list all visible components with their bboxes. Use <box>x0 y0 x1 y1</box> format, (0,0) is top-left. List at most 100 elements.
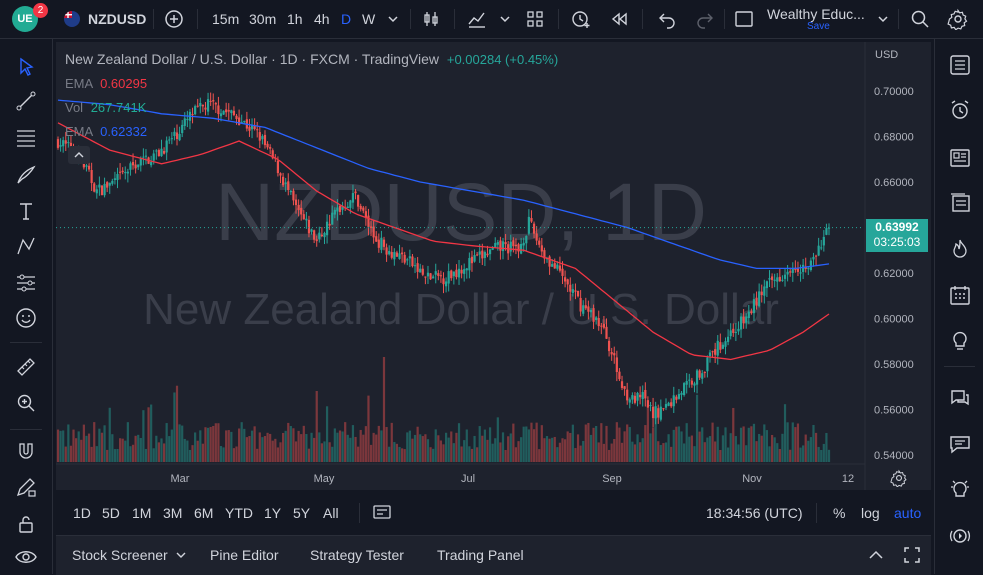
layout-icon[interactable] <box>733 8 755 30</box>
indicators-icon[interactable] <box>466 8 488 30</box>
hotlist-fire-icon[interactable] <box>948 237 972 261</box>
candle-body <box>457 268 461 278</box>
ema-fast-label[interactable]: EMA <box>65 76 93 91</box>
range-5d[interactable]: 5D <box>102 505 120 521</box>
chevron-down-icon[interactable] <box>872 8 894 30</box>
candle-body <box>654 406 657 419</box>
undo-icon[interactable] <box>656 8 678 30</box>
maximize-icon[interactable] <box>902 545 922 565</box>
candle-body <box>525 235 528 244</box>
chevron-up-icon[interactable] <box>866 546 886 564</box>
ema-slow-label[interactable]: EMA <box>65 124 93 139</box>
broadcast-icon[interactable] <box>948 524 972 548</box>
chart-pane[interactable]: NZDUSD, 1D New Zealand Dollar / U.S. Dol… <box>56 42 931 490</box>
interval-d[interactable]: D <box>341 11 352 27</box>
range-1d[interactable]: 1D <box>73 505 91 521</box>
cursor-icon[interactable] <box>14 55 38 79</box>
forecast-icon[interactable] <box>14 271 38 295</box>
candle-body <box>320 234 323 237</box>
percent-toggle[interactable]: % <box>833 505 846 521</box>
range-1y[interactable]: 1Y <box>264 505 282 521</box>
log-toggle[interactable]: log <box>861 505 880 521</box>
collapse-legend-button[interactable] <box>68 146 90 164</box>
volume-bar <box>297 430 300 462</box>
interval-w[interactable]: W <box>362 11 376 27</box>
search-icon[interactable] <box>909 8 931 30</box>
pencil-lock-icon[interactable] <box>14 475 38 499</box>
alarm-clock-icon[interactable] <box>948 98 972 122</box>
interval-30m[interactable]: 30m <box>249 11 277 27</box>
volume-bar <box>662 443 665 462</box>
price-chart[interactable]: NZDUSD, 1D New Zealand Dollar / U.S. Dol… <box>56 42 931 490</box>
streams-icon[interactable] <box>948 478 972 502</box>
templates-icon[interactable] <box>524 8 546 30</box>
currency-selector[interactable]: USD <box>875 49 899 61</box>
gear-icon[interactable] <box>947 8 969 30</box>
eye-icon[interactable] <box>14 545 38 569</box>
replay-icon[interactable] <box>608 8 630 30</box>
tab-trading-panel[interactable]: Trading Panel <box>437 547 524 563</box>
volume-bar <box>527 429 530 462</box>
text-icon[interactable] <box>14 199 38 223</box>
settings-gear-icon[interactable] <box>890 469 908 487</box>
candle-body <box>442 278 445 285</box>
pattern-icon[interactable] <box>14 234 38 258</box>
save-label[interactable]: Save <box>807 21 830 32</box>
volume-bar <box>292 428 295 462</box>
auto-toggle[interactable]: auto <box>894 505 922 521</box>
lock-icon[interactable] <box>14 512 38 536</box>
interval-1h[interactable]: 1h <box>287 11 303 27</box>
layout-name[interactable]: Wealthy Educ... <box>767 6 865 22</box>
volume-bar <box>232 448 236 462</box>
candle-body <box>822 236 825 246</box>
news-icon[interactable] <box>948 146 972 170</box>
calendar-icon[interactable] <box>948 283 972 307</box>
candle-body <box>776 277 779 282</box>
symbol-search[interactable]: NZDUSD <box>88 11 147 27</box>
tab-stock-screener[interactable]: Stock Screener <box>72 547 168 563</box>
compare-add-icon[interactable] <box>163 8 185 30</box>
calendar-list-icon[interactable] <box>948 191 972 215</box>
chat-icon[interactable] <box>948 432 972 456</box>
candles-icon[interactable] <box>420 8 442 30</box>
alert-icon[interactable] <box>570 8 592 30</box>
tab-pine-editor[interactable]: Pine Editor <box>210 547 279 563</box>
ideas-bulb-icon[interactable] <box>948 328 972 352</box>
range-5y[interactable]: 5Y <box>293 505 311 521</box>
trend-line-icon[interactable] <box>14 89 38 113</box>
volume-bar <box>100 432 104 462</box>
clock-time[interactable]: 18:34:56 (UTC) <box>706 505 803 521</box>
chevron-down-icon[interactable] <box>173 547 189 563</box>
volume-label[interactable]: Vol <box>65 100 84 115</box>
candle-body <box>333 209 336 215</box>
range-ytd[interactable]: YTD <box>225 505 253 521</box>
range-1m[interactable]: 1M <box>132 505 152 521</box>
tab-strategy-tester[interactable]: Strategy Tester <box>310 547 404 563</box>
watchlist-icon[interactable] <box>948 53 972 77</box>
volume-bar <box>543 438 546 462</box>
chats-icon[interactable] <box>948 386 972 410</box>
range-3m[interactable]: 3M <box>163 505 183 521</box>
volume-bar <box>157 442 161 462</box>
interval-15m[interactable]: 15m <box>212 11 240 27</box>
redo-icon[interactable] <box>694 8 716 30</box>
volume-bar <box>450 431 453 462</box>
date-range-icon[interactable] <box>372 503 392 521</box>
range-all[interactable]: All <box>323 505 339 521</box>
candle-body <box>137 164 140 168</box>
range-6m[interactable]: 6M <box>194 505 214 521</box>
fib-icon[interactable] <box>14 125 38 149</box>
ruler-icon[interactable] <box>14 355 38 379</box>
volume-bar <box>620 442 624 462</box>
candle-body <box>292 190 295 201</box>
chevron-down-icon[interactable] <box>494 8 516 30</box>
candle-body <box>90 169 93 184</box>
brush-icon[interactable] <box>14 163 38 187</box>
chevron-down-icon[interactable] <box>382 8 404 30</box>
zoom-icon[interactable] <box>14 391 38 415</box>
volume-bar <box>147 407 150 462</box>
magnet-icon[interactable] <box>14 440 38 464</box>
emoji-icon[interactable] <box>14 306 38 330</box>
interval-4h[interactable]: 4h <box>314 11 330 27</box>
candle-body <box>794 268 797 270</box>
